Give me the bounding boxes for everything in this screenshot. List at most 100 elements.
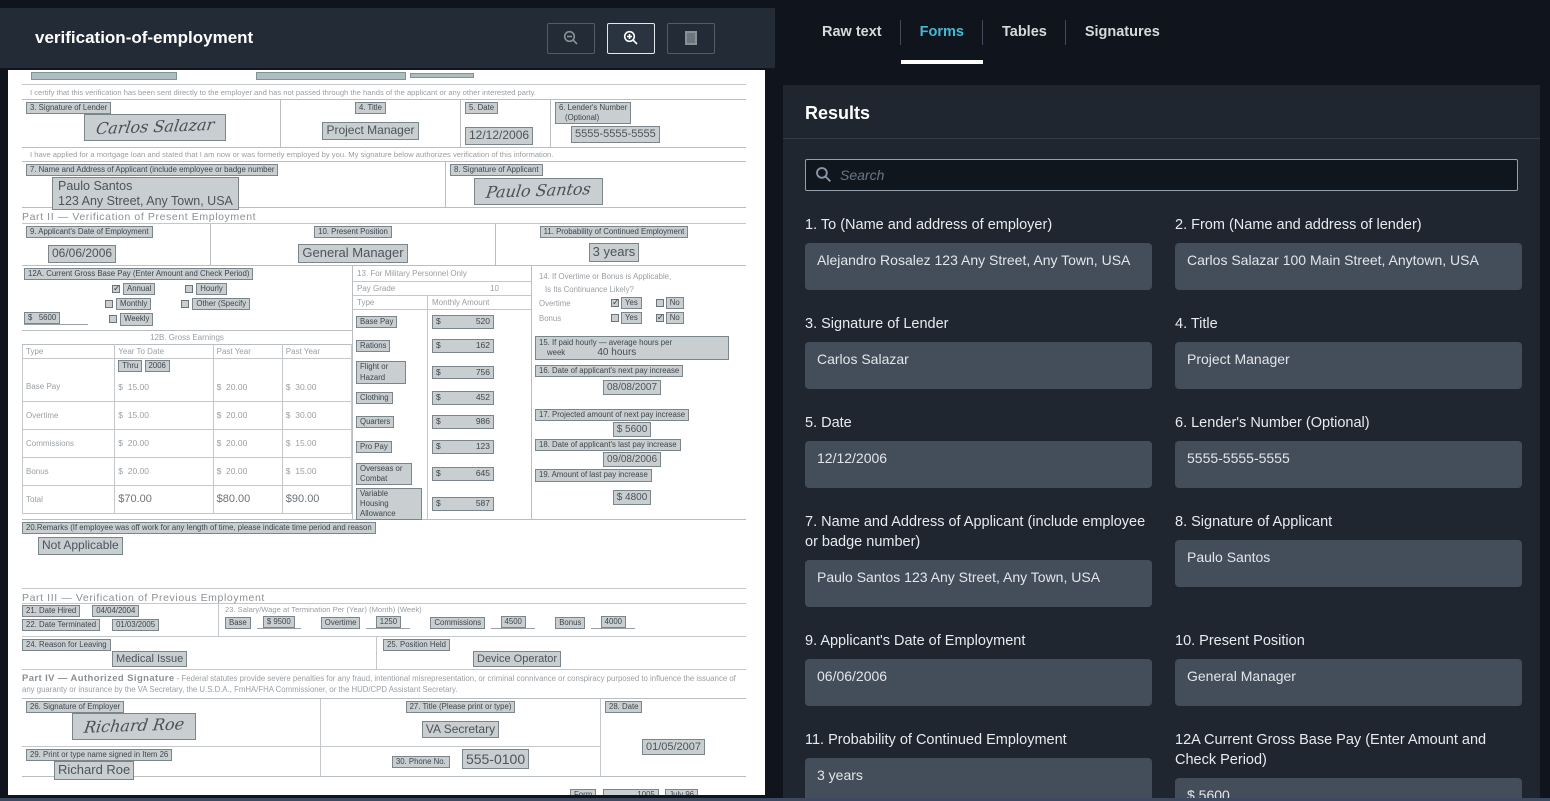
divider	[783, 138, 1540, 139]
military-row: Overseas or Combat $645	[353, 459, 531, 489]
field-value[interactable]: 12/12/2006	[805, 441, 1152, 488]
table-row: Base Pay $ 15.00 $ 20.00 $ 30.00	[21, 373, 353, 402]
pay-grade-row: Pay Grade 10	[353, 282, 531, 296]
field-12a-value: $ 5600	[24, 311, 88, 325]
form-field-10: 10. Present Position General Manager	[1175, 631, 1522, 706]
field-26-label: 26. Signature of Employer	[26, 700, 125, 713]
field-value[interactable]: Paulo Santos 123 Any Street, Any Town, U…	[805, 560, 1152, 607]
tab-raw-text[interactable]: Raw text	[803, 0, 901, 64]
field-label: 3. Signature of Lender	[805, 316, 949, 332]
field-label: 6. Lender's Number (Optional)	[1175, 415, 1370, 431]
field-20-value: Not Applicable	[38, 537, 123, 555]
field-value[interactable]: General Manager	[1175, 659, 1522, 706]
field-17-value: $ 5600	[612, 422, 652, 438]
field-value[interactable]: $ 5600	[1175, 778, 1522, 798]
form-row-3-6: 3. Signature of Lender Carlos Salazar 4.…	[22, 99, 746, 148]
tab-divider	[899, 20, 901, 45]
field-label: 4. Title	[1175, 316, 1218, 332]
field-17: 17. Projected amount of next pay increas…	[535, 409, 729, 438]
tab-signatures[interactable]: Signatures	[1084, 24, 1160, 40]
table-header-row: Type Year To Date Past Year Past Year	[21, 344, 353, 359]
field-value[interactable]: Alejandro Rosalez 123 Any Street, Any To…	[805, 243, 1152, 290]
field-24: 24. Reason for Leaving Medical Issue	[22, 637, 376, 669]
highlight-bar	[31, 72, 177, 80]
certify-text: I certify that this verification has bee…	[22, 84, 746, 99]
fit-page-icon	[685, 31, 697, 45]
field-30-label: 30. Phone No.	[391, 755, 450, 768]
document-page: I certify that this verification has bee…	[8, 70, 765, 795]
result-tabs: Raw text Forms Tables Signatures	[803, 0, 1179, 64]
form-field-5: 5. Date 12/12/2006	[805, 413, 1152, 488]
lender-signature: Carlos Salazar	[84, 114, 227, 141]
gross-earnings-title: 12B. Gross Earnings	[150, 333, 224, 342]
field-value[interactable]: Carlos Salazar	[805, 342, 1152, 389]
field-22-value: 01/03/2005	[112, 619, 160, 632]
applied-text: I have applied for a mortgage loan and s…	[30, 150, 554, 159]
fit-page-button[interactable]	[667, 22, 715, 54]
field-value[interactable]: 5555-5555-5555	[1175, 441, 1522, 488]
field-value[interactable]: Project Manager	[1175, 342, 1522, 389]
field-16-label: 16. Date of applicant's next pay increas…	[535, 365, 684, 378]
field-15-value: 40 hours	[597, 347, 637, 358]
form-field-1: 1. To (Name and address of employer) Ale…	[805, 215, 1152, 290]
field-28-label: 28. Date	[605, 700, 643, 713]
military-row: Pro Pay $123	[353, 435, 531, 459]
field-label: 11. Probability of Continued Employment	[805, 732, 1067, 748]
form-field-9: 9. Applicant's Date of Employment 06/06/…	[805, 631, 1152, 706]
window-bottom-edge	[0, 798, 1550, 801]
checkbox-icon	[655, 299, 664, 308]
field-4-value: Project Manager	[322, 122, 419, 140]
field-17-label: 17. Projected amount of next pay increas…	[535, 409, 690, 422]
tab-forms[interactable]: Forms	[900, 0, 984, 64]
field-19-label: 19. Amount of last pay increase	[535, 469, 652, 482]
field-value[interactable]: 3 years	[805, 758, 1152, 798]
table-row: Overtime $ 15.00 $ 20.00 $ 30.00	[21, 400, 353, 430]
field-label: 5. Date	[805, 415, 852, 431]
field-value[interactable]: Carlos Salazar 100 Main Street, Anytown,…	[1175, 243, 1522, 290]
checkbox-icon	[611, 314, 619, 323]
checkbox-checked-icon	[611, 297, 620, 308]
field-12a: 12A. Current Gross Base Pay (Enter Amoun…	[22, 266, 352, 330]
form-field-3: 3. Signature of Lender Carlos Salazar	[805, 314, 1152, 389]
checkbox-icon	[109, 315, 117, 324]
form-fields-grid: 1. To (Name and address of employer) Ale…	[805, 215, 1522, 798]
search-box	[805, 159, 1518, 191]
field-30: 30. Phone No. 555-0100	[320, 746, 600, 777]
fields-21-22: 21. Date Hired 04/04/2004 22. Date Termi…	[22, 604, 218, 636]
field-5: 5. Date 12/12/2006	[460, 100, 550, 147]
employer-signature: Richard Roe	[72, 712, 197, 740]
zoom-out-button[interactable]	[547, 22, 595, 54]
viewer-toolbar	[547, 22, 715, 54]
field-5-value: 12/12/2006	[465, 127, 534, 145]
zoom-in-button[interactable]	[607, 22, 655, 54]
field-25: 25. Position Held Device Operator	[376, 637, 746, 669]
field-label: 9. Applicant's Date of Employment	[805, 633, 1026, 649]
search-input[interactable]	[805, 159, 1518, 191]
tab-divider	[981, 20, 983, 45]
field-7-label: 7. Name and Address of Applicant (includ…	[26, 164, 279, 177]
field-7: 7. Name and Address of Applicant (includ…	[22, 162, 445, 210]
form-field-7: 7. Name and Address of Applicant (includ…	[805, 512, 1152, 607]
field-8-label: 8. Signature of Applicant	[450, 164, 543, 177]
field-4: 4. Title Project Manager	[280, 100, 460, 147]
applicant-signature: Paulo Santos	[474, 178, 603, 205]
form-section-12-19: 12A. Current Gross Base Pay (Enter Amoun…	[21, 266, 746, 521]
form-row-24-25: 24. Reason for Leaving Medical Issue 25.…	[22, 637, 746, 670]
gross-earnings-table: 12B. Gross Earnings Type Year To Date Past…	[21, 330, 353, 514]
results-heading: Results	[805, 103, 871, 123]
field-label: 7. Name and Address of Applicant (includ…	[805, 514, 1146, 550]
field-18: 18. Date of applicant's last pay increas…	[535, 439, 729, 468]
field-20: 20.Remarks (If employee was off work for…	[22, 520, 746, 564]
tab-tables[interactable]: Tables	[983, 0, 1066, 64]
checkbox-checked-icon	[112, 283, 121, 294]
field-6-value: 5555-5555-5555	[571, 126, 660, 143]
zoom-out-icon	[563, 30, 578, 45]
field-21-label: 21. Date Hired	[22, 605, 81, 618]
field-value[interactable]: Paulo Santos	[1175, 540, 1522, 587]
field-value[interactable]: 06/06/2006	[805, 659, 1152, 706]
field-22-label: 22. Date Terminated	[22, 619, 101, 632]
field-8: 8. Signature of Applicant Paulo Santos	[445, 162, 732, 207]
field-10-label: 10. Present Position	[314, 226, 392, 239]
form-row-7-8: 7. Name and Address of Applicant (includ…	[22, 161, 746, 210]
